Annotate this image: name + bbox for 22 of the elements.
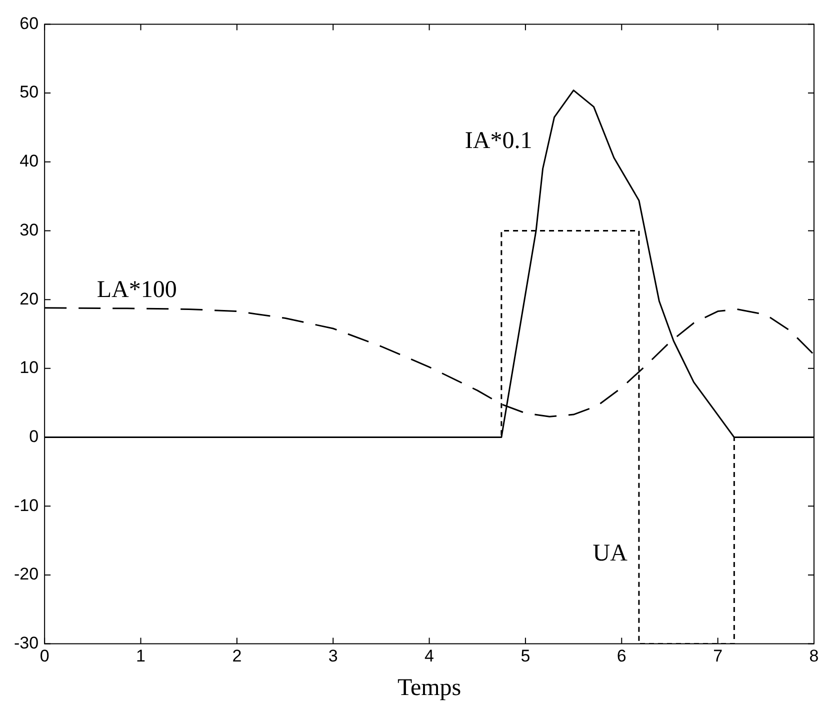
x-tick-label: 5 [520,646,530,666]
series-label: LA*100 [96,276,177,303]
x-axis-title: Temps [397,674,462,701]
x-tick-label: 6 [616,646,626,666]
y-tick-label: 30 [20,220,39,240]
y-tick-label: 0 [29,426,39,446]
y-tick-label: 50 [20,82,39,102]
y-tick-label: -30 [14,633,39,652]
y-tick-label: 10 [20,358,39,378]
x-tick-label: 2 [232,646,242,666]
y-tick-label: 60 [20,14,39,33]
y-tick-label: -20 [14,564,39,584]
series-label: UA [592,540,628,566]
y-tick-label: -10 [14,496,39,515]
y-tick-label: 20 [20,289,39,308]
x-tick-label: 4 [424,646,434,666]
x-tick-label: 1 [136,646,146,666]
y-tick-label: 40 [20,152,39,171]
series-label: IA*0.1 [464,128,532,154]
x-tick-label: 3 [328,646,338,666]
x-tick-label: 8 [809,646,819,666]
x-tick-label: 7 [713,646,723,666]
